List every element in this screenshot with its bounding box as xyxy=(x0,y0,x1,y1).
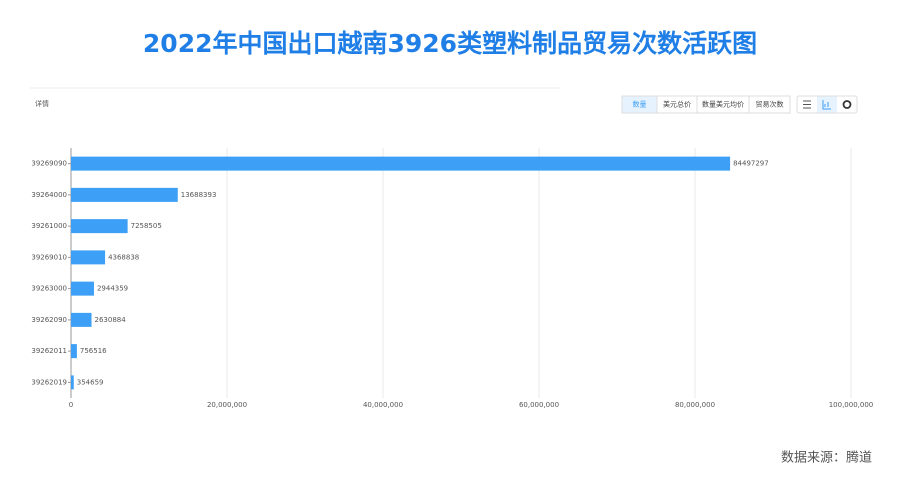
value-label: 84497297 xyxy=(733,160,769,168)
y-tick-label: 39264000 xyxy=(31,191,67,199)
bar xyxy=(71,281,94,296)
y-tick-label: 39262019 xyxy=(31,378,67,386)
x-tick-label: 0 xyxy=(69,401,73,409)
y-tick-label: 39261000 xyxy=(31,222,67,230)
tab-button[interactable] xyxy=(748,95,791,114)
value-label: 4368838 xyxy=(108,253,139,261)
tab-label[interactable]: 数量美元均价 xyxy=(702,100,744,109)
tab-label[interactable]: 贸易次数 xyxy=(756,100,784,109)
value-label: 354659 xyxy=(77,378,104,386)
x-tick-label: 60,000,000 xyxy=(519,401,559,409)
bar xyxy=(71,375,74,390)
bar xyxy=(71,250,106,265)
list-icon[interactable] xyxy=(803,100,811,109)
tab-label[interactable]: 数量 xyxy=(633,100,647,109)
bar xyxy=(71,219,128,234)
y-tick-label: 39262090 xyxy=(31,316,67,324)
bar xyxy=(71,156,731,171)
panel-title: 详情 xyxy=(35,99,49,108)
value-label: 7258505 xyxy=(131,222,162,230)
y-tick-label: 39269010 xyxy=(31,253,67,261)
value-label: 2630884 xyxy=(95,316,127,324)
refresh-icon[interactable] xyxy=(842,100,852,109)
bar xyxy=(71,344,77,359)
value-label: 756516 xyxy=(80,347,107,355)
x-tick-label: 40,000,000 xyxy=(363,401,403,409)
bar xyxy=(71,187,178,202)
value-label: 13688393 xyxy=(181,191,217,199)
x-tick-label: 80,000,000 xyxy=(675,401,715,409)
bar-icon[interactable] xyxy=(822,100,831,110)
icon-buttons[interactable] xyxy=(796,95,858,114)
x-tick-label: 20,000,000 xyxy=(207,401,247,409)
chart-title: 2022年中国出口越南3926类塑料制品贸易次数活跃图 xyxy=(143,29,757,58)
y-tick-label: 39262011 xyxy=(31,347,67,355)
source: 数据来源：腾道 xyxy=(781,450,872,466)
x-tick-label: 100,000,000 xyxy=(829,401,874,409)
y-tick-label: 39269090 xyxy=(31,160,67,168)
y-tick-label: 39263000 xyxy=(31,285,67,293)
bar xyxy=(71,312,92,327)
value-label: 2944359 xyxy=(97,285,128,293)
icon-active-bg xyxy=(817,96,837,113)
tab-label[interactable]: 美元总价 xyxy=(663,100,691,109)
